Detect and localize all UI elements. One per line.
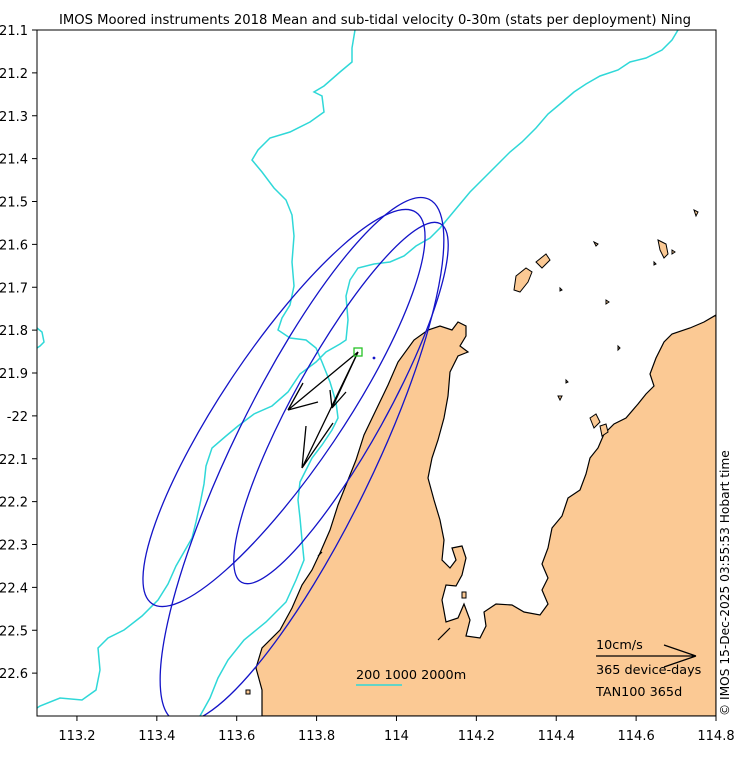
x-tick-label: 113.4: [138, 729, 175, 744]
variance-ellipses: [142, 196, 449, 716]
y-tick-label: 21.5: [0, 196, 28, 211]
y-tick-label: 21.8: [0, 324, 28, 339]
y-tick-label: 21.6: [0, 238, 28, 253]
y-tick-label: -22: [7, 410, 28, 425]
y-tick-label: 22.1: [0, 453, 28, 468]
isobaths: [37, 30, 679, 716]
island: [599, 423, 609, 437]
island: [653, 260, 657, 266]
island: [461, 591, 467, 599]
station-label: TAN100 365d: [595, 685, 682, 700]
map-area: [37, 30, 716, 716]
island: [671, 249, 676, 255]
velocity-scale-arrow: [596, 644, 697, 668]
y-tick-label: 21.1: [0, 24, 28, 39]
velocity-scale-label: 10cm/s: [596, 638, 643, 653]
y-tick-label: 21.9: [0, 367, 28, 382]
device-days-label: 365 device-days: [596, 663, 702, 678]
isobath-1000m: [37, 30, 679, 709]
island: [559, 286, 563, 292]
island: [565, 378, 569, 384]
island: [605, 299, 610, 305]
pipeline: [437, 627, 451, 641]
isobath-200m: [199, 30, 356, 716]
velocity-arrows: [287, 351, 359, 469]
y-tick-label: 22.6: [0, 667, 28, 682]
x-tick-label: 114: [384, 729, 409, 744]
velocity-arrow: [287, 351, 359, 411]
island: [617, 344, 621, 352]
x-tick-label: 114.6: [618, 729, 655, 744]
y-axis-ticks: 21.1 21.2 21.3 21.4 21.5 21.6 21.7 21.8 21.9 -22 2…: [0, 24, 37, 682]
isobath-legend-label: 200 1000 2000m: [356, 668, 466, 683]
y-tick-label: 21.7: [0, 281, 28, 296]
x-axis-ticks: 113.2 113.4 113.6 113.8 114 114.2 114.4 114.6 11…: [58, 716, 735, 744]
variance-ellipse: [159, 196, 445, 716]
copyright-label: © IMOS 15-Dec-2025 03:55:53 Hobart time: [718, 450, 732, 716]
y-tick-label: 22.3: [0, 539, 28, 554]
y-tick-label: 22.4: [0, 581, 28, 596]
y-tick-label: 21.2: [0, 67, 28, 82]
x-tick-label: 113.8: [298, 729, 335, 744]
x-tick-label: 113.2: [58, 729, 95, 744]
island: [592, 240, 599, 247]
island: [693, 209, 699, 218]
isobath-2000m: [37, 327, 45, 349]
island: [657, 239, 669, 259]
x-tick-label: 114.8: [697, 729, 734, 744]
x-tick-label: 113.6: [218, 729, 255, 744]
pipeline: [317, 551, 323, 557]
velocity-arrow: [329, 351, 359, 409]
island: [513, 267, 533, 293]
island: [557, 395, 563, 402]
island: [535, 253, 551, 269]
x-tick-label: 114.2: [458, 729, 495, 744]
y-tick-label: 22.2: [0, 496, 28, 511]
y-tick-label: 21.4: [0, 153, 28, 168]
island: [245, 689, 251, 695]
variance-ellipse: [233, 221, 449, 585]
mooring-marker[interactable]: [353, 347, 363, 357]
variance-ellipse: [142, 208, 426, 608]
secondary-site-dot: [372, 356, 376, 360]
islands: [245, 209, 699, 695]
map-title: IMOS Moored instruments 2018 Mean and su…: [59, 13, 691, 28]
x-tick-label: 114.4: [538, 729, 575, 744]
legend: 200 1000 2000m 10cm/s 365 device-days TA…: [356, 638, 702, 700]
island: [589, 413, 601, 429]
y-tick-label: 21.3: [0, 110, 28, 125]
y-tick-label: 22.5: [0, 624, 28, 639]
